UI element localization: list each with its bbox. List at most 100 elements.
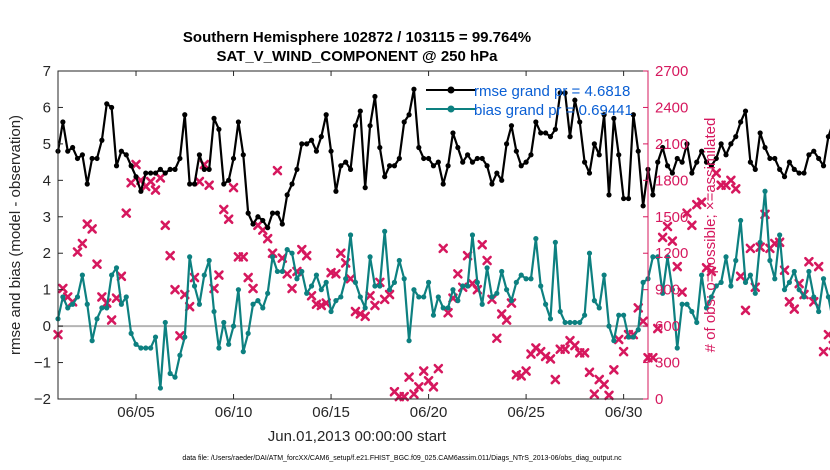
obs-count-marker	[691, 199, 702, 210]
rmse-point	[606, 192, 612, 198]
bias-point	[328, 308, 334, 315]
bias-point	[469, 232, 476, 238]
rmse-point	[596, 152, 602, 158]
rmse-point	[162, 170, 168, 176]
rmse-point	[250, 221, 256, 227]
bias-point	[382, 228, 388, 234]
bias-point	[528, 276, 534, 282]
bias-point	[245, 330, 251, 336]
obs-count-marker	[618, 346, 629, 357]
bias-point	[586, 250, 593, 256]
obs-count-marker	[804, 256, 814, 267]
bias-point	[60, 294, 66, 300]
bias-point	[635, 327, 641, 333]
obs-count-marker	[365, 290, 375, 301]
rmse-point	[489, 181, 495, 187]
rmse-point	[567, 134, 573, 140]
rmse-point	[699, 148, 705, 154]
bias-point	[226, 341, 232, 347]
rmse-point	[128, 163, 134, 169]
x-tick-label: 06/20	[410, 404, 448, 421]
obs-count-marker	[740, 305, 751, 316]
rmse-point	[89, 155, 95, 162]
y-tick-label: 2	[43, 245, 51, 262]
bias-point	[733, 257, 739, 264]
bias-point	[294, 276, 300, 282]
rmse-point	[118, 148, 124, 154]
rmse-point	[669, 170, 675, 176]
bias-point	[260, 305, 266, 311]
bias-point	[279, 268, 285, 275]
rmse-point	[552, 126, 558, 132]
rmse-point	[503, 141, 510, 147]
rmse-point	[333, 188, 339, 194]
rmse-point	[157, 166, 163, 172]
rmse-point	[123, 152, 129, 158]
obs-count-marker	[492, 333, 502, 344]
y-right-tick-label: 2100	[655, 136, 688, 153]
obs-count-marker	[131, 159, 141, 170]
bias-point	[694, 319, 700, 326]
rmse-point	[616, 152, 622, 158]
rmse-point	[430, 163, 437, 169]
bias-point	[230, 323, 237, 329]
bias-point	[464, 283, 471, 289]
y-tick-label: 1	[43, 282, 51, 299]
rmse-point	[382, 174, 388, 180]
bias-point	[508, 298, 515, 304]
rmse-point	[825, 134, 830, 140]
rmse-point	[226, 177, 232, 183]
obs-count-marker	[682, 208, 692, 218]
obs-count-marker	[501, 315, 512, 325]
rmse-point	[416, 144, 422, 151]
bias-point	[445, 305, 451, 311]
obs-count-marker	[345, 273, 356, 284]
rmse-point	[308, 137, 315, 143]
obs-count-marker	[160, 220, 171, 231]
rmse-point	[689, 170, 695, 176]
bias-point	[133, 341, 139, 347]
obs-count-marker	[414, 382, 424, 392]
bias-point	[718, 279, 724, 285]
obs-count-marker	[477, 239, 488, 250]
bias-point	[79, 272, 85, 278]
bias-point	[728, 283, 734, 289]
bias-point	[503, 287, 510, 293]
bias-point	[547, 316, 554, 322]
rmse-point	[538, 130, 544, 136]
bias-series	[55, 188, 830, 391]
bias-point	[406, 338, 412, 344]
obs-count-marker	[443, 307, 453, 318]
obs-count-marker	[121, 208, 132, 218]
obs-count-marker	[613, 334, 624, 345]
bias-point	[723, 254, 729, 260]
obs-count-marker	[672, 261, 683, 272]
rmse-point	[625, 195, 632, 202]
obs-count-marker	[248, 283, 258, 294]
rmse-point	[469, 159, 476, 165]
bias-point	[84, 301, 90, 307]
rmse-point	[791, 166, 797, 172]
y-tick-label: 7	[43, 63, 51, 80]
obs-count-marker	[652, 323, 663, 334]
rmse-point	[245, 210, 251, 216]
bias-point	[411, 287, 417, 293]
rmse-point	[377, 144, 383, 151]
rmse-point	[752, 166, 758, 172]
obs-count-marker	[667, 236, 678, 246]
rmse-point	[630, 112, 636, 118]
rmse-point	[547, 134, 554, 140]
obs-count-marker	[238, 252, 249, 262]
rmse-point	[811, 148, 817, 154]
y-right-tick-label: 1200	[655, 245, 688, 262]
bias-point	[343, 276, 349, 282]
rmse-point	[357, 108, 363, 114]
obs-count-marker	[267, 248, 278, 259]
rmse-point	[533, 119, 539, 125]
obs-count-marker	[648, 352, 658, 363]
rmse-point	[113, 163, 120, 169]
y-right-tick-label: 1500	[655, 209, 688, 226]
bias-point	[679, 301, 685, 307]
bias-point	[274, 268, 281, 275]
